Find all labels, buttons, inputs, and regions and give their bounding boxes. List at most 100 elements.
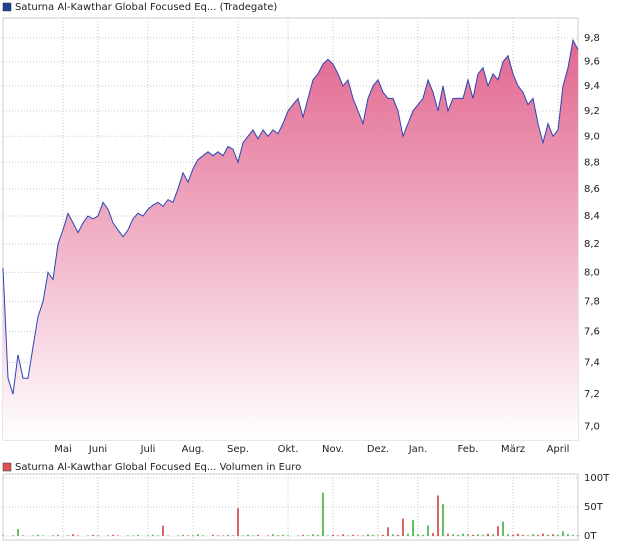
volume-bar — [52, 535, 54, 536]
y-tick-label: 9,4 — [584, 81, 600, 92]
volume-bar — [487, 533, 489, 536]
x-tick-label: Dez. — [367, 444, 389, 455]
volume-bar — [527, 535, 529, 536]
volume-bar — [97, 535, 99, 536]
volume-bar — [117, 535, 119, 536]
volume-bar — [157, 535, 159, 536]
y-tick-label: 7,8 — [584, 297, 600, 308]
volume-bar — [522, 534, 524, 536]
volume-bar — [352, 534, 354, 536]
volume-bar — [217, 535, 219, 536]
volume-bar — [192, 535, 194, 536]
volume-bar — [302, 534, 304, 536]
volume-bar — [297, 535, 299, 536]
volume-bar — [67, 535, 69, 536]
volume-bar — [162, 525, 164, 536]
volume-bar — [312, 534, 314, 536]
volume-bar — [182, 534, 184, 536]
volume-bar — [392, 534, 394, 536]
volume-bar — [57, 534, 59, 536]
y-tick-label: 7,4 — [584, 357, 600, 368]
volume-bar — [437, 495, 439, 536]
volume-bar — [32, 535, 34, 536]
volume-bar — [372, 534, 374, 536]
y-tick-label: 7,6 — [584, 327, 600, 338]
volume-bar — [202, 535, 204, 536]
x-tick-label: Jan. — [408, 444, 428, 455]
x-tick-label: Sep. — [227, 444, 249, 455]
y-tick-label: 8,6 — [584, 184, 600, 195]
volume-bar — [567, 534, 569, 536]
plot-frame — [2, 473, 579, 541]
volume-bar — [382, 534, 384, 536]
volume-bar — [2, 535, 4, 536]
volume-bar — [412, 519, 414, 536]
volume-bar — [42, 535, 44, 536]
y-tick-label: 8,0 — [584, 267, 600, 278]
volume-bar — [132, 535, 134, 536]
volume-bar — [507, 534, 509, 536]
volume-bar — [152, 534, 154, 536]
volume-bar — [137, 534, 139, 536]
volume-bar — [307, 535, 309, 536]
x-tick-label: Nov. — [322, 444, 344, 455]
legend-swatch — [2, 2, 12, 12]
y-tick-label: 9,0 — [584, 131, 600, 142]
volume-bar — [107, 535, 109, 536]
volume-bar — [462, 533, 464, 536]
volume-bar — [572, 534, 574, 536]
volume-bar — [557, 534, 559, 536]
volume-bar — [12, 535, 14, 536]
volume-bar — [247, 534, 249, 536]
volume-bar — [467, 534, 469, 536]
volume-bar — [237, 508, 239, 536]
y-tick-label: 7,0 — [584, 422, 600, 433]
volume-bar — [442, 504, 444, 536]
volume-bar — [272, 534, 274, 536]
volume-bar — [512, 534, 514, 536]
volume-bar — [497, 526, 499, 536]
volume-bar — [342, 534, 344, 536]
volume-bar — [427, 525, 429, 536]
volume-bar — [322, 492, 324, 536]
price-line — [2, 38, 579, 395]
volume-bar — [87, 535, 89, 536]
legend-swatch — [2, 462, 12, 472]
x-tick-label: Aug. — [182, 444, 205, 455]
y-tick-label: 50T — [584, 502, 604, 513]
volume-bar — [552, 534, 554, 536]
volume-bar — [502, 521, 504, 536]
legend-label: Saturna Al-Kawthar Global Focused Eq... … — [15, 2, 277, 13]
volume-bar — [537, 534, 539, 536]
volume-bar — [347, 535, 349, 536]
y-tick-label: 7,2 — [584, 389, 600, 400]
volume-bar — [397, 534, 399, 536]
volume-bar — [177, 535, 179, 536]
volume-bar — [72, 534, 74, 536]
x-tick-label: Mai — [54, 444, 72, 455]
volume-bar — [407, 533, 409, 536]
volume-bar — [357, 535, 359, 536]
volume-bar — [477, 534, 479, 536]
volume-bar — [222, 535, 224, 536]
volume-bar — [77, 535, 79, 536]
volume-bar — [232, 535, 234, 536]
volume-bar — [547, 534, 549, 536]
volume-bar — [147, 535, 149, 536]
volume-bar — [387, 527, 389, 536]
volume-bar — [212, 534, 214, 536]
volume-bar — [112, 534, 114, 536]
volume-bar — [327, 535, 329, 536]
volume-bar — [17, 529, 19, 536]
volume-bar — [482, 534, 484, 536]
volume-bar — [452, 534, 454, 536]
volume-bar — [532, 534, 534, 536]
volume-bar — [37, 534, 39, 536]
volume-bar — [92, 534, 94, 536]
volume-bar — [472, 534, 474, 536]
volume-bar — [187, 535, 189, 536]
volume-bar — [242, 535, 244, 536]
volume-bar — [267, 535, 269, 536]
volume-bar — [197, 534, 199, 536]
volume-bar — [457, 534, 459, 536]
